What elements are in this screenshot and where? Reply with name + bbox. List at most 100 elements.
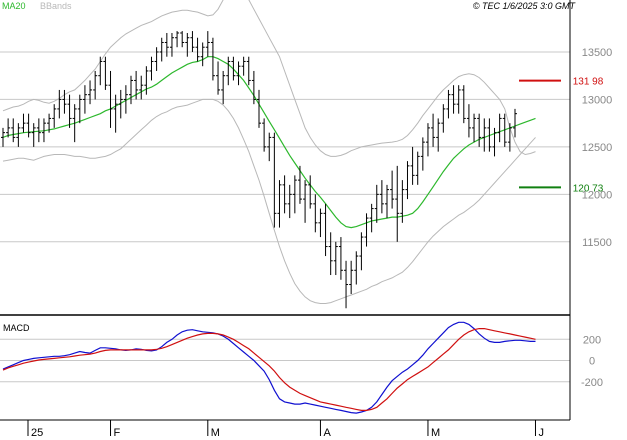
macd-tick-label: -200 [581, 377, 603, 389]
ohlc-bar [257, 89, 261, 128]
ohlc-bar [77, 94, 82, 124]
ohlc-bar [415, 151, 420, 185]
ohlc-bar [6, 118, 11, 138]
macd-y-axis-labels: 200 0 -200 [581, 334, 603, 389]
bbands-legend-label: BBands [40, 1, 72, 11]
ohlc-bar [359, 232, 364, 271]
ohlc-bar [313, 194, 318, 233]
ohlc-bar [379, 180, 384, 214]
ohlc-bar [497, 113, 502, 143]
price-tick-label: 12000 [582, 189, 613, 201]
ohlc-bar [461, 85, 466, 124]
ohlc-bar [241, 56, 246, 76]
ohlc-bar [11, 118, 16, 143]
ohlc-bar [349, 260, 354, 295]
ohlc-bar [52, 104, 57, 128]
macd-tick-label: 0 [589, 356, 595, 368]
bollinger-bands [2, 0, 536, 304]
ohlc-bar [410, 146, 415, 185]
ohlc-bar [303, 180, 308, 223]
x-tick-label: M [211, 427, 220, 439]
ohlc-bar [123, 85, 128, 114]
ohlc-bar [231, 56, 236, 81]
ohlc-bar [159, 37, 164, 62]
ohlc-bar [436, 118, 441, 152]
ohlc-bar [72, 104, 77, 143]
ohlc-bar [210, 37, 215, 81]
ohlc-bar [487, 118, 492, 152]
ohlc-bar [41, 118, 46, 143]
ma20-line [2, 56, 536, 229]
ohlc-bar [292, 175, 297, 214]
ohlc-bar [262, 118, 267, 152]
price-tick-label: 13500 [582, 47, 613, 59]
macd-lines [2, 321, 536, 414]
ohlc-bar [420, 137, 425, 171]
x-tick-label: J [538, 427, 544, 439]
ohlc-bar [47, 113, 52, 133]
ohlc-bar [185, 32, 190, 57]
ohlc-bars [1, 31, 517, 309]
target-label: 120 73 [573, 183, 604, 194]
price-tick-label: 13000 [582, 94, 613, 106]
ohlc-bar [354, 251, 359, 285]
ohlc-bar [108, 70, 113, 128]
ohlc-bar [216, 61, 221, 95]
ohlc-bar [395, 165, 400, 242]
macd-line [2, 321, 536, 414]
ohlc-bar [82, 85, 87, 114]
ohlc-bar [190, 31, 195, 52]
ohlc-bar [277, 180, 282, 228]
ohlc-bar [93, 70, 98, 100]
ohlc-bar [1, 127, 5, 147]
ohlc-bar [374, 184, 379, 223]
ohlc-bar [154, 47, 159, 71]
ohlc-bar [502, 113, 507, 147]
ohlc-bar [328, 232, 333, 276]
ohlc-bar [164, 32, 169, 57]
ohlc-bar [369, 203, 374, 233]
ohlc-bar [318, 208, 323, 238]
ohlc-bar [466, 104, 471, 138]
ohlc-bar [149, 56, 154, 81]
ohlc-bar [477, 113, 482, 147]
ohlc-bar [57, 89, 62, 119]
ohlc-bar [400, 180, 405, 223]
ohlc-bar [385, 184, 389, 219]
ohlc-bar [36, 118, 41, 143]
ohlc-bar [390, 170, 395, 209]
x-tick-label: A [323, 427, 331, 439]
ohlc-bar [451, 85, 456, 114]
ohlc-bar [129, 75, 133, 105]
ma20-line-group [2, 56, 536, 229]
ohlc-bar [251, 70, 256, 105]
ohlc-bar [441, 104, 446, 133]
macd-panel-title: MACD [3, 323, 30, 333]
price-y-axis-labels: 13500 13000 12500 12000 11500 [582, 47, 613, 249]
ohlc-bar [287, 184, 292, 219]
bb-lower-line [2, 98, 536, 304]
ohlc-bar [169, 32, 174, 57]
ohlc-bar [221, 70, 226, 105]
ohlc-bar [134, 70, 139, 100]
ohlc-bar [103, 56, 108, 90]
ohlc-bar [246, 56, 251, 86]
ohlc-bar [282, 175, 287, 214]
date-axis: 25 F M A M J [27, 420, 544, 439]
ohlc-bar [205, 31, 210, 57]
macd-panel: MACD 200 0 -200 [0, 321, 603, 414]
x-tick-label: F [114, 427, 121, 439]
ohlc-bar [431, 113, 436, 147]
chart-frame [0, 0, 571, 421]
ma20-legend-label: MA20 [2, 1, 26, 11]
ohlc-bar [21, 113, 26, 133]
ohlc-bar [456, 85, 461, 114]
ohlc-bar [98, 56, 103, 86]
ohlc-bar [31, 123, 36, 147]
ohlc-bar [139, 75, 144, 100]
ohlc-bar [308, 175, 313, 209]
ohlc-bar [113, 94, 118, 133]
x-tick-label: 25 [31, 427, 43, 439]
ohlc-bar [446, 89, 451, 119]
